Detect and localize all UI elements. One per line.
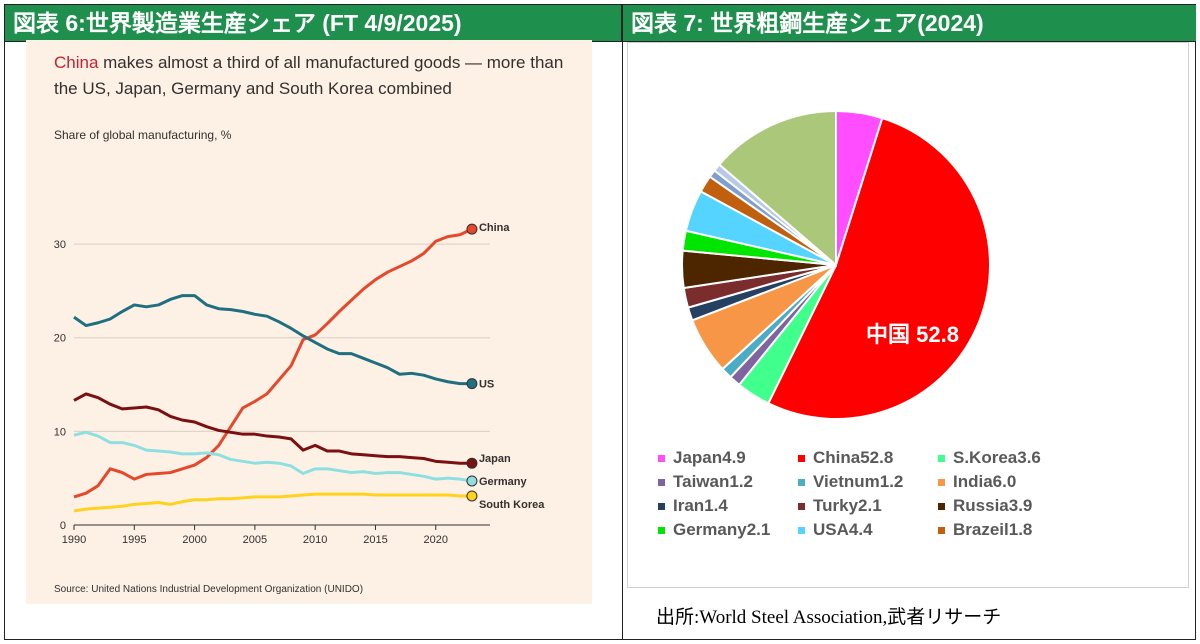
chart-title: China makes almost a third of all manufa… bbox=[54, 50, 574, 102]
series-endpoint-us bbox=[466, 378, 478, 390]
series-label-china: China bbox=[479, 222, 510, 234]
legend-swatch bbox=[938, 526, 945, 534]
series-label-germany: Germany bbox=[479, 476, 528, 488]
series-label-us: US bbox=[479, 379, 494, 391]
legend-swatch bbox=[798, 526, 805, 534]
legend-item-brazeil: Brazeil1.8 bbox=[938, 519, 1098, 541]
pie-slice-other-3 bbox=[717, 109, 837, 268]
legend-swatch bbox=[938, 502, 945, 510]
series-label-japan: Japan bbox=[479, 453, 511, 465]
legend-swatch bbox=[658, 526, 665, 534]
legend-item-india: India6.0 bbox=[938, 471, 1098, 493]
legend-label: S.Korea3.6 bbox=[953, 448, 1041, 467]
chart-title-china: China bbox=[54, 53, 99, 72]
y-tick-label: 10 bbox=[54, 426, 66, 438]
x-tick-label: 1995 bbox=[122, 534, 146, 546]
series-line-germany bbox=[73, 430, 473, 483]
legend-label: USA4.4 bbox=[813, 520, 873, 539]
figure-6-header: 図表 6:世界製造業生産シェア (FT 4/9/2025) bbox=[5, 5, 622, 41]
legend-swatch bbox=[938, 478, 945, 486]
legend-label: India6.0 bbox=[953, 472, 1017, 491]
legend-swatch bbox=[938, 454, 945, 462]
legend-label: Brazeil1.8 bbox=[953, 520, 1033, 539]
series-line-us bbox=[73, 294, 472, 386]
manufacturing-share-chart: 0 10 20 30 1990 1995 2000 2005 2010 2015 2020 China… bbox=[26, 40, 592, 604]
chart-subtitle: Share of global manufacturing, % bbox=[54, 128, 232, 142]
legend-swatch bbox=[798, 454, 805, 462]
series-line-south-korea bbox=[73, 492, 472, 513]
legend-item-iran: Iran1.4 bbox=[658, 495, 798, 517]
legend-item-usa: USA4.4 bbox=[798, 519, 938, 541]
x-tick-label: 2020 bbox=[424, 534, 448, 546]
y-tick-label: 0 bbox=[60, 520, 66, 532]
chart-title-rest: makes almost a third of all manufactured… bbox=[54, 53, 564, 98]
panel-divider bbox=[622, 5, 623, 639]
series-label-south-korea: South Korea bbox=[479, 499, 545, 511]
steel-share-pie-panel: 中国 52.8 Japan4.9 China52.8 S.Korea3.6 Taiwa… bbox=[627, 42, 1189, 588]
legend-swatch bbox=[798, 502, 805, 510]
legend-swatch bbox=[658, 478, 665, 486]
legend-item-taiwan: Taiwan1.2 bbox=[658, 471, 798, 493]
legend-label: Taiwan1.2 bbox=[673, 472, 753, 491]
legend-swatch bbox=[658, 454, 665, 462]
x-tick-label: 1990 bbox=[62, 534, 86, 546]
legend-item-japan: Japan4.9 bbox=[658, 447, 798, 469]
pie-chart-svg: 中国 52.8 bbox=[681, 109, 991, 420]
x-tick-label: 2005 bbox=[243, 534, 267, 546]
legend-label: Turky2.1 bbox=[813, 496, 882, 515]
line-chart-svg: 0 10 20 30 1990 1995 2000 2005 2010 2015 2020 China… bbox=[54, 222, 545, 546]
legend-item-russia: Russia3.9 bbox=[938, 495, 1098, 517]
pie-slice-china bbox=[766, 116, 991, 420]
pie-source: 出所:World Steel Association,武者リサーチ bbox=[656, 607, 1002, 628]
legend-label: Germany2.1 bbox=[673, 520, 771, 539]
series-endpoint-japan bbox=[466, 457, 478, 469]
series-endpoint-china bbox=[466, 223, 478, 235]
y-tick-label: 30 bbox=[54, 239, 66, 251]
series-line-china bbox=[73, 227, 473, 499]
legend-swatch bbox=[658, 502, 665, 510]
pie-legend: Japan4.9 China52.8 S.Korea3.6 Taiwan1.2 Viet… bbox=[658, 447, 1158, 541]
figure-7-header: 図表 7: 世界粗鋼生産シェア(2024) bbox=[623, 5, 1196, 41]
legend-label: China52.8 bbox=[813, 448, 894, 467]
legend-swatch bbox=[798, 478, 805, 486]
legend-label: Russia3.9 bbox=[953, 496, 1033, 515]
x-tick-label: 2000 bbox=[182, 534, 206, 546]
pie-callout-china: 中国 52.8 bbox=[866, 322, 959, 347]
legend-item-turky: Turky2.1 bbox=[798, 495, 938, 517]
legend-label: Japan4.9 bbox=[673, 448, 746, 467]
legend-item-germany: Germany2.1 bbox=[658, 519, 798, 541]
report-frame: 図表 6:世界製造業生産シェア (FT 4/9/2025) 図表 7: 世界粗鋼… bbox=[4, 4, 1196, 640]
header-divider bbox=[5, 41, 1195, 42]
chart-source: Source: United Nations Industrial Develo… bbox=[54, 584, 364, 595]
legend-item-china: China52.8 bbox=[798, 447, 938, 469]
legend-label: Vietnum1.2 bbox=[813, 472, 904, 491]
legend-item-vietnum: Vietnum1.2 bbox=[798, 471, 938, 493]
series-line-japan bbox=[73, 392, 472, 465]
series-endpoint-south-korea bbox=[466, 490, 478, 502]
series-endpoint-germany bbox=[466, 475, 478, 487]
y-tick-label: 20 bbox=[54, 333, 66, 345]
legend-label: Iran1.4 bbox=[673, 496, 728, 515]
legend-item-s.korea: S.Korea3.6 bbox=[938, 447, 1098, 469]
x-tick-label: 2010 bbox=[303, 534, 327, 546]
x-tick-label: 2015 bbox=[363, 534, 387, 546]
